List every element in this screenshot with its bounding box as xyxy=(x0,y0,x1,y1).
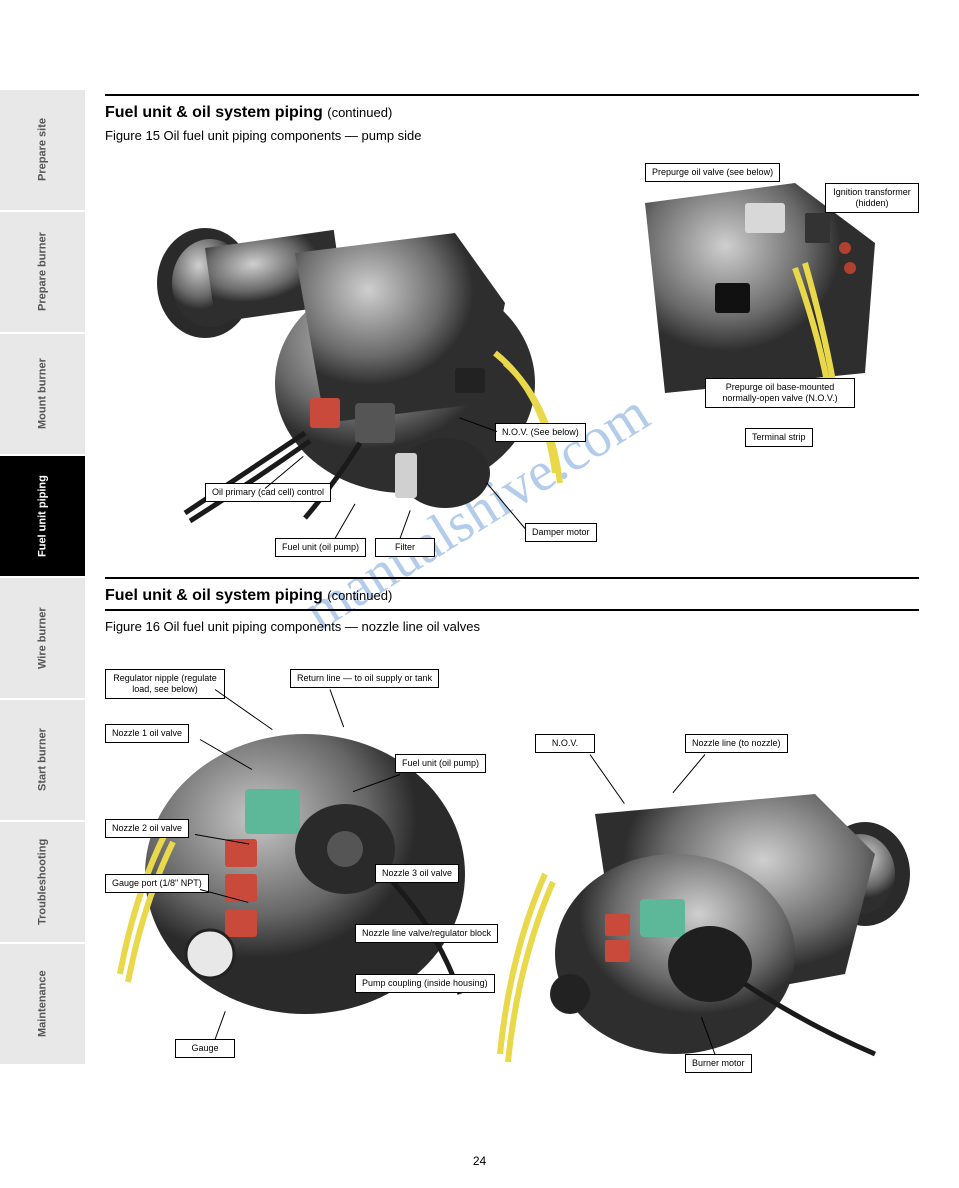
label-prepurge-box: Prepurge oil base-mounted normally-open … xyxy=(705,378,855,408)
label-regulator-nipple: Regulator nipple (regulate load, see bel… xyxy=(105,669,225,699)
label-prepurge-valve: Prepurge oil valve (see below) xyxy=(645,163,780,182)
section-sub-text: (continued) xyxy=(327,105,392,120)
label-burner-motor: Burner motor xyxy=(685,1054,752,1073)
label-gauge: Gauge xyxy=(175,1039,235,1058)
label-nov: N.O.V. (See below) xyxy=(495,423,586,442)
label-ignition-transformer: Ignition transformer (hidden) xyxy=(825,183,919,213)
label-nozzle-line: Nozzle line (to nozzle) xyxy=(685,734,788,753)
figure-15: Oil primary (cad cell) control Fuel unit… xyxy=(105,143,919,573)
label-fuel-unit-2: Fuel unit (oil pump) xyxy=(395,754,486,773)
sidebar-item-prepare-site: Prepare site xyxy=(0,90,85,210)
figure-caption-1: Figure 15 Oil fuel unit piping component… xyxy=(105,128,919,143)
section-title-text: Fuel unit & oil system piping xyxy=(105,104,323,121)
page-number: 24 xyxy=(473,1154,486,1168)
sidebar-item-mount-burner: Mount burner xyxy=(0,334,85,454)
label-damper-motor: Damper motor xyxy=(525,523,597,542)
section-title-1: Fuel unit & oil system piping (continued… xyxy=(105,104,919,122)
divider xyxy=(105,94,919,96)
label-return-line: Return line — to oil supply or tank xyxy=(290,669,439,688)
burner-illustration-left xyxy=(145,173,565,533)
divider xyxy=(105,577,919,579)
sidebar-nav: Prepare site Prepare burner Mount burner… xyxy=(0,90,85,1066)
divider xyxy=(105,609,919,611)
section-title-text-2: Fuel unit & oil system piping xyxy=(105,587,323,604)
label-filter: Filter xyxy=(375,538,435,557)
label-terminal-strip: Terminal strip xyxy=(745,428,813,447)
burner-full-right xyxy=(475,754,915,1084)
page-content: Fuel unit & oil system piping (continued… xyxy=(105,90,919,1114)
label-nov-2: N.O.V. xyxy=(535,734,595,753)
figure-caption-2: Figure 16 Oil fuel unit piping component… xyxy=(105,619,919,634)
sidebar-item-start-burner: Start burner xyxy=(0,700,85,820)
section-sub-text-2: (continued) xyxy=(327,588,392,603)
section-title-2: Fuel unit & oil system piping (continued… xyxy=(105,587,919,605)
label-gauge-port: Gauge port (1/8" NPT) xyxy=(105,874,209,893)
sidebar-item-maintenance: Maintenance xyxy=(0,944,85,1064)
label-fuel-unit: Fuel unit (oil pump) xyxy=(275,538,366,557)
sidebar-item-fuel-piping: Fuel unit piping xyxy=(0,456,85,576)
label-nozzle3-valve: Nozzle 3 oil valve xyxy=(375,864,459,883)
sidebar-item-troubleshooting: Troubleshooting xyxy=(0,822,85,942)
sidebar-item-wire-burner: Wire burner xyxy=(0,578,85,698)
sidebar-item-prepare-burner: Prepare burner xyxy=(0,212,85,332)
figure-16: Regulator nipple (regulate load, see bel… xyxy=(105,634,919,1114)
label-nozzle2-valve: Nozzle 2 oil valve xyxy=(105,819,189,838)
label-pump-coupling: Pump coupling (inside housing) xyxy=(355,974,495,993)
label-nozzle1-valve: Nozzle 1 oil valve xyxy=(105,724,189,743)
label-nozzle-block: Nozzle line valve/regulator block xyxy=(355,924,498,943)
